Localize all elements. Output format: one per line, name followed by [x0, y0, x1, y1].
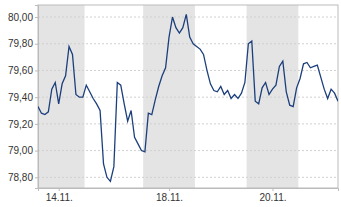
grid-line — [38, 17, 338, 18]
y-tick-label: 79,60 — [8, 65, 33, 76]
x-tick: 20.11. — [259, 188, 286, 203]
y-tick-mark — [35, 17, 38, 18]
grid-line — [38, 43, 338, 44]
y-tick: 79,80 — [8, 38, 38, 49]
y-tick-mark — [35, 151, 38, 152]
y-tick: 79,60 — [8, 65, 38, 76]
grid-line — [38, 150, 338, 151]
y-tick-mark — [35, 177, 38, 178]
x-tick-mark — [169, 188, 170, 191]
y-axis: 78,80 79,00 79,20 79,40 79,60 79,80 80,00 — [8, 6, 39, 189]
y-tick-label: 78,80 — [8, 172, 33, 183]
grid-line — [38, 177, 338, 178]
x-tick-mark — [272, 188, 273, 191]
y-tick: 79,20 — [8, 119, 38, 130]
x-tick: 18.11. — [156, 188, 183, 203]
y-tick-mark — [35, 124, 38, 125]
y-tick-label: 79,00 — [8, 145, 33, 156]
plot-area — [38, 14, 338, 181]
day-band — [143, 5, 195, 188]
y-tick-mark — [35, 97, 38, 98]
x-axis: 14.11. 18.11. 20.11. — [39, 188, 339, 203]
plot-frame — [38, 5, 338, 188]
y-tick-label: 79,40 — [8, 92, 33, 103]
x-tick-mark — [59, 188, 60, 191]
y-tick-mark — [35, 44, 38, 45]
price-line — [38, 14, 338, 181]
grid-line — [38, 70, 338, 71]
y-tick-label: 79,20 — [8, 119, 33, 130]
y-tick-label: 79,80 — [8, 38, 33, 49]
x-tick-label: 20.11. — [259, 192, 286, 203]
x-tick-label: 14.11. — [46, 192, 73, 203]
y-axis-line — [35, 6, 39, 189]
grid-line — [38, 123, 338, 124]
chart: 78,80 79,00 79,20 79,40 79,60 79,80 80,00 14.11… — [0, 0, 341, 207]
day-shading — [38, 5, 298, 188]
x-axis-line — [39, 189, 339, 192]
y-tick: 79,40 — [8, 92, 38, 103]
y-tick: 79,00 — [8, 145, 38, 156]
y-tick-mark — [35, 70, 38, 71]
x-tick-label: 18.11. — [156, 192, 183, 203]
x-tick: 14.11. — [46, 188, 73, 203]
y-tick: 78,80 — [8, 172, 38, 183]
y-tick-label: 80,00 — [8, 12, 33, 23]
y-tick: 80,00 — [8, 12, 38, 23]
